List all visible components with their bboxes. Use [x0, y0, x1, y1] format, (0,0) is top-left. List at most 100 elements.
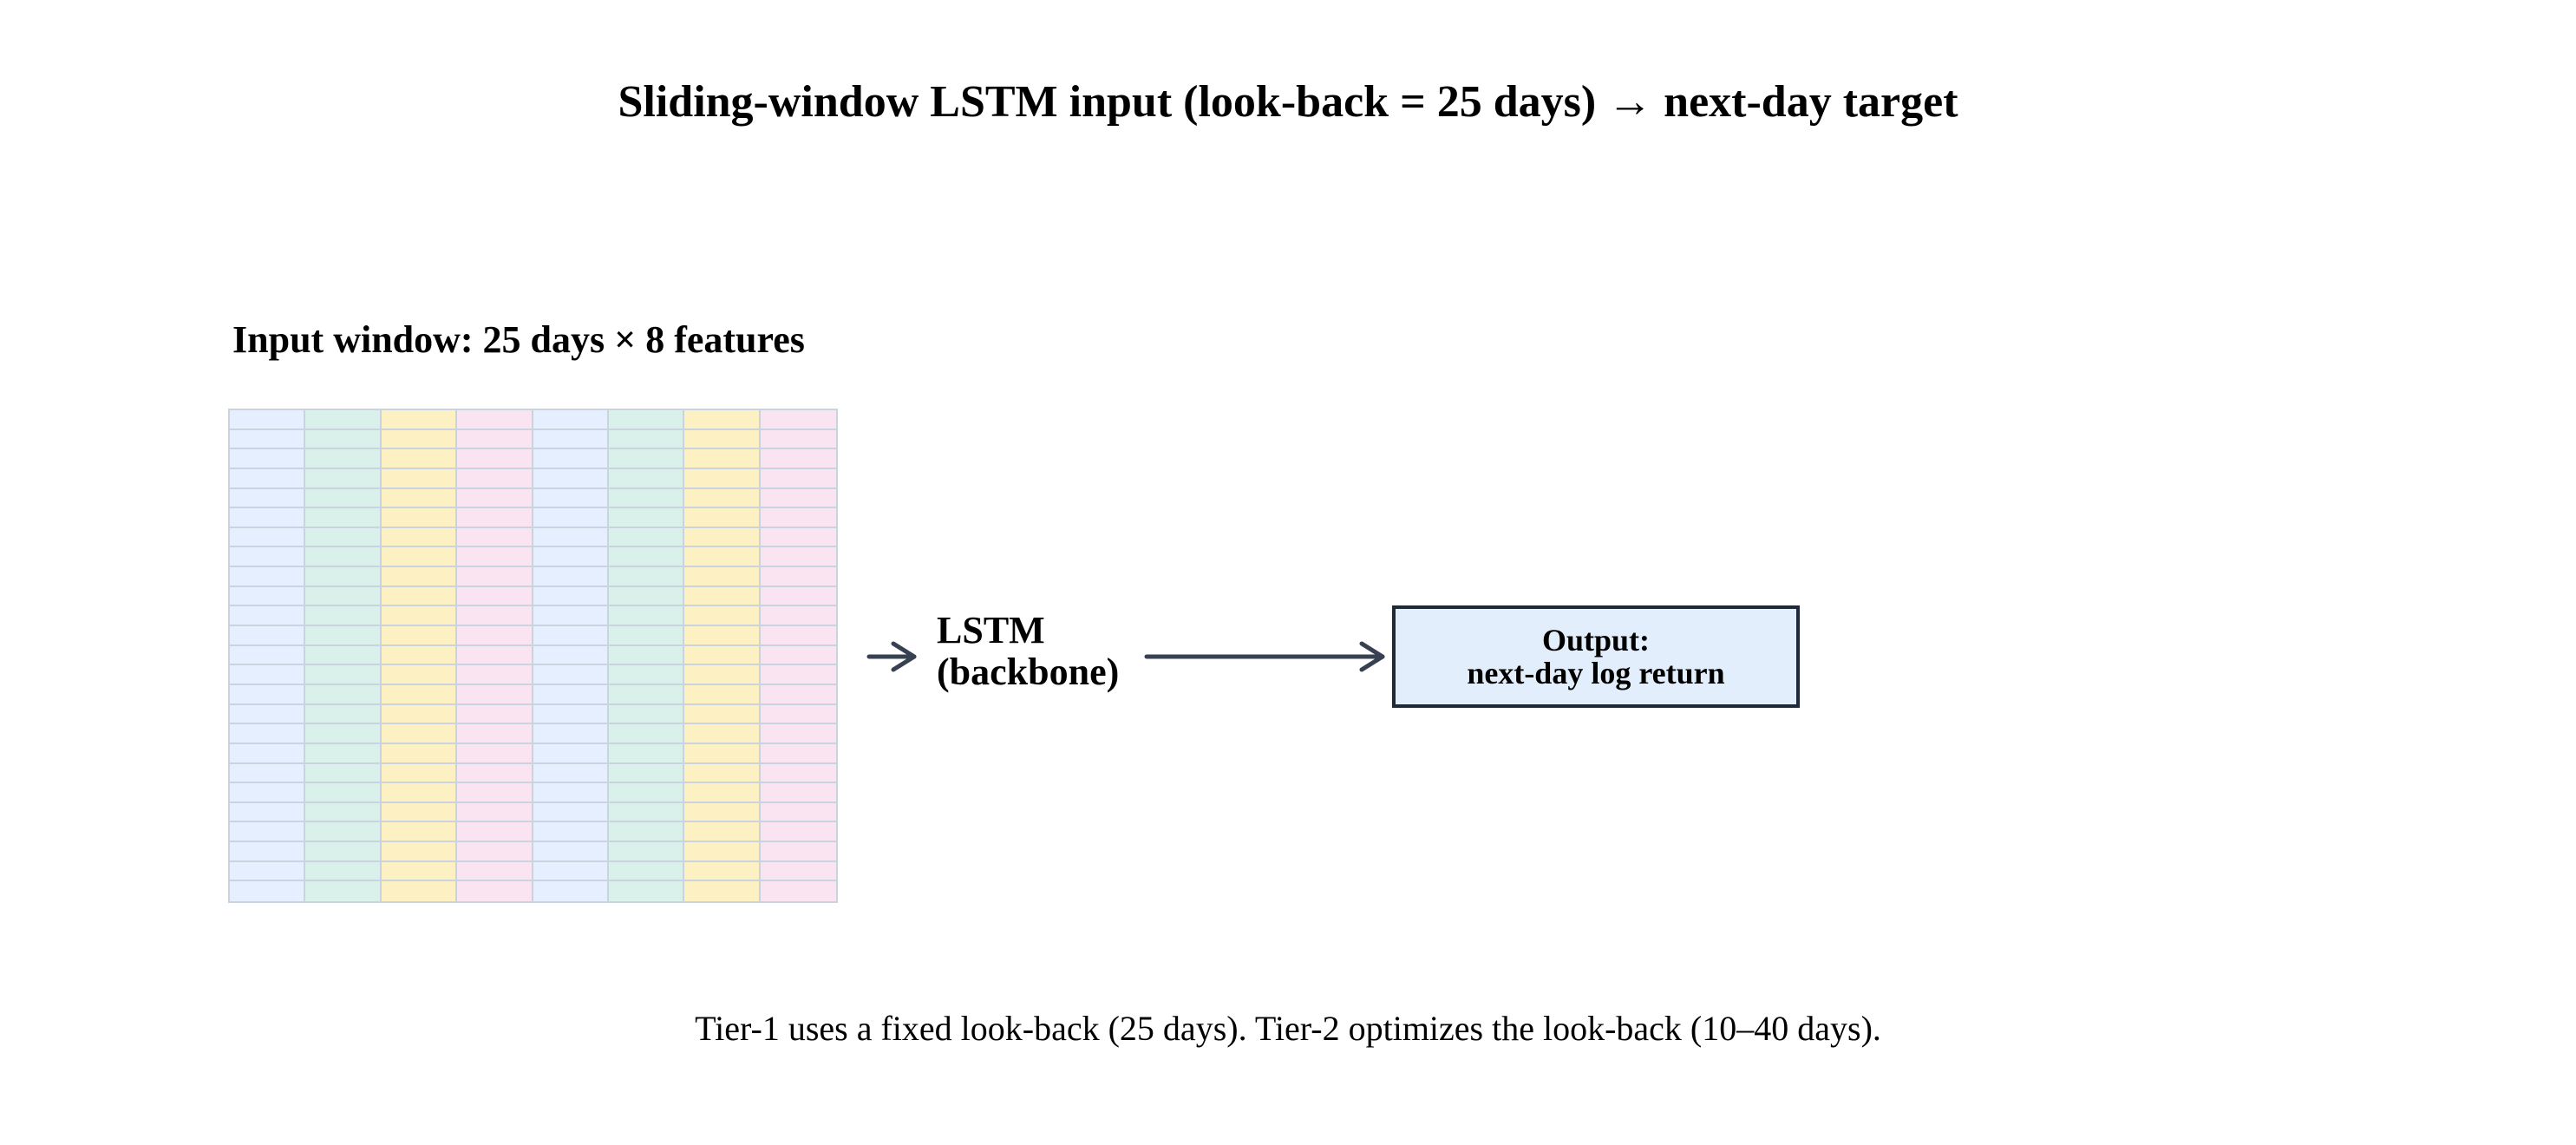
grid-cell — [608, 645, 685, 666]
grid-cell — [457, 881, 533, 901]
grid-cell — [457, 704, 533, 725]
grid-cell — [381, 468, 458, 489]
grid-cell — [760, 881, 836, 901]
grid-cell — [760, 822, 836, 843]
grid-cell — [684, 626, 761, 646]
grid-cell — [608, 606, 685, 627]
grid-cell — [230, 763, 306, 784]
grid-cell — [457, 684, 533, 705]
input-window-grid — [228, 409, 838, 903]
grid-cell — [381, 842, 458, 862]
grid-cell — [760, 527, 836, 548]
grid-cell — [230, 449, 306, 469]
grid-cell — [760, 724, 836, 744]
grid-cell — [457, 665, 533, 685]
grid-cell — [760, 567, 836, 587]
grid-cell — [533, 606, 609, 627]
grid-cell — [684, 743, 761, 764]
grid-cell — [230, 842, 306, 862]
grid-cell — [533, 763, 609, 784]
grid-cell — [533, 567, 609, 587]
grid-cell — [457, 802, 533, 823]
grid-cell — [533, 429, 609, 450]
grid-cell — [381, 802, 458, 823]
grid-cell — [230, 822, 306, 843]
grid-cell — [760, 449, 836, 469]
grid-cell — [305, 665, 382, 685]
grid-cell — [457, 488, 533, 509]
grid-cell — [381, 567, 458, 587]
grid-cell — [533, 547, 609, 568]
grid-cell — [533, 842, 609, 862]
grid-cell — [684, 567, 761, 587]
grid-cell — [533, 861, 609, 882]
grid-cell — [305, 763, 382, 784]
input-window-label: Input window: 25 days × 8 features — [232, 318, 805, 361]
grid-cell — [230, 429, 306, 450]
grid-cell — [305, 861, 382, 882]
grid-cell — [305, 783, 382, 803]
grid-cell — [381, 783, 458, 803]
grid-cell — [533, 449, 609, 469]
grid-cell — [305, 508, 382, 528]
grid-cell — [381, 508, 458, 528]
grid-cell — [608, 429, 685, 450]
grid-cell — [608, 881, 685, 901]
grid-cell — [760, 429, 836, 450]
grid-cell — [305, 449, 382, 469]
grid-cell — [305, 684, 382, 705]
grid-cell — [608, 547, 685, 568]
grid-cell — [608, 783, 685, 803]
grid-cell — [684, 881, 761, 901]
grid-cell — [760, 645, 836, 666]
grid-cell — [305, 743, 382, 764]
grid-cell — [230, 586, 306, 607]
grid-cell — [457, 547, 533, 568]
grid-cell — [381, 822, 458, 843]
grid-cell — [305, 410, 382, 430]
grid-cell — [760, 861, 836, 882]
grid-cell — [760, 606, 836, 627]
grid-cell — [760, 468, 836, 489]
grid-cell — [533, 704, 609, 725]
grid-cell — [230, 626, 306, 646]
grid-cell — [760, 783, 836, 803]
grid-cell — [608, 724, 685, 744]
grid-cell — [684, 606, 761, 627]
grid-cell — [684, 724, 761, 744]
grid-cell — [230, 488, 306, 509]
grid-cell — [305, 527, 382, 548]
grid-cell — [760, 665, 836, 685]
grid-cell — [608, 822, 685, 843]
grid-cell — [760, 508, 836, 528]
grid-cell — [305, 802, 382, 823]
grid-cell — [305, 429, 382, 450]
grid-cell — [684, 547, 761, 568]
grid-cell — [684, 684, 761, 705]
grid-cell — [381, 429, 458, 450]
grid-cell — [381, 665, 458, 685]
grid-cell — [381, 449, 458, 469]
grid-cell — [457, 783, 533, 803]
grid-cell — [305, 586, 382, 607]
grid-cell — [230, 468, 306, 489]
grid-cell — [684, 527, 761, 548]
grid-cell — [230, 665, 306, 685]
lstm-to-output-arrow — [1144, 641, 1385, 672]
grid-cell — [608, 842, 685, 862]
grid-cell — [230, 645, 306, 666]
grid-cell — [381, 586, 458, 607]
grid-cell — [230, 606, 306, 627]
lstm-backbone-label: LSTM (backbone) — [937, 610, 1119, 693]
grid-cell — [457, 606, 533, 627]
grid-cell — [305, 547, 382, 568]
grid-cell — [608, 802, 685, 823]
grid-cell — [381, 527, 458, 548]
grid-cell — [533, 508, 609, 528]
grid-cell — [457, 468, 533, 489]
grid-cell — [230, 547, 306, 568]
grid-cell — [684, 488, 761, 509]
grid-cell — [533, 783, 609, 803]
grid-cell — [381, 547, 458, 568]
grid-cell — [457, 743, 533, 764]
